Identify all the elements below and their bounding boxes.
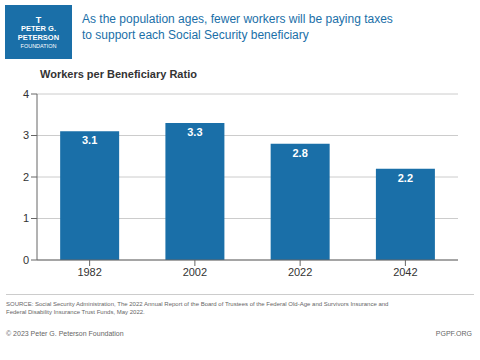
- svg-text:1982: 1982: [77, 266, 101, 278]
- svg-text:4: 4: [23, 88, 29, 100]
- html-text:PETER G.: PETER G.: [21, 24, 56, 34]
- svg-text:2022: 2022: [288, 266, 312, 278]
- svg-text:2.8: 2.8: [293, 147, 308, 159]
- svg-text:3: 3: [23, 129, 29, 141]
- svg-text:1: 1: [23, 212, 29, 224]
- svg-text:2.2: 2.2: [398, 172, 413, 184]
- html-text:PGPF.ORG: PGPF.ORG: [435, 330, 472, 337]
- html-text:FOUNDATION: FOUNDATION: [20, 42, 57, 49]
- svg-text:3.1: 3.1: [82, 134, 97, 146]
- html-text:As the population ages, fewer: As the population ages, fewer workers wi…: [82, 12, 393, 42]
- svg-text:0: 0: [23, 254, 29, 266]
- html-text:SOURCE: Social Security Admini: SOURCE: Social Security Administration, …: [6, 301, 389, 316]
- svg-text:2: 2: [23, 171, 29, 183]
- html-text:T: T: [35, 15, 42, 25]
- svg-text:2002: 2002: [183, 266, 207, 278]
- svg-text:3.3: 3.3: [187, 126, 202, 138]
- svg-text:2042: 2042: [393, 266, 417, 278]
- html-text:Workers per Beneficiary Ratio: Workers per Beneficiary Ratio: [40, 68, 197, 80]
- html-text:© 2023 Peter G. Peterson Found: © 2023 Peter G. Peterson Foundation: [6, 330, 124, 337]
- html-text:PETERSON: PETERSON: [17, 33, 60, 42]
